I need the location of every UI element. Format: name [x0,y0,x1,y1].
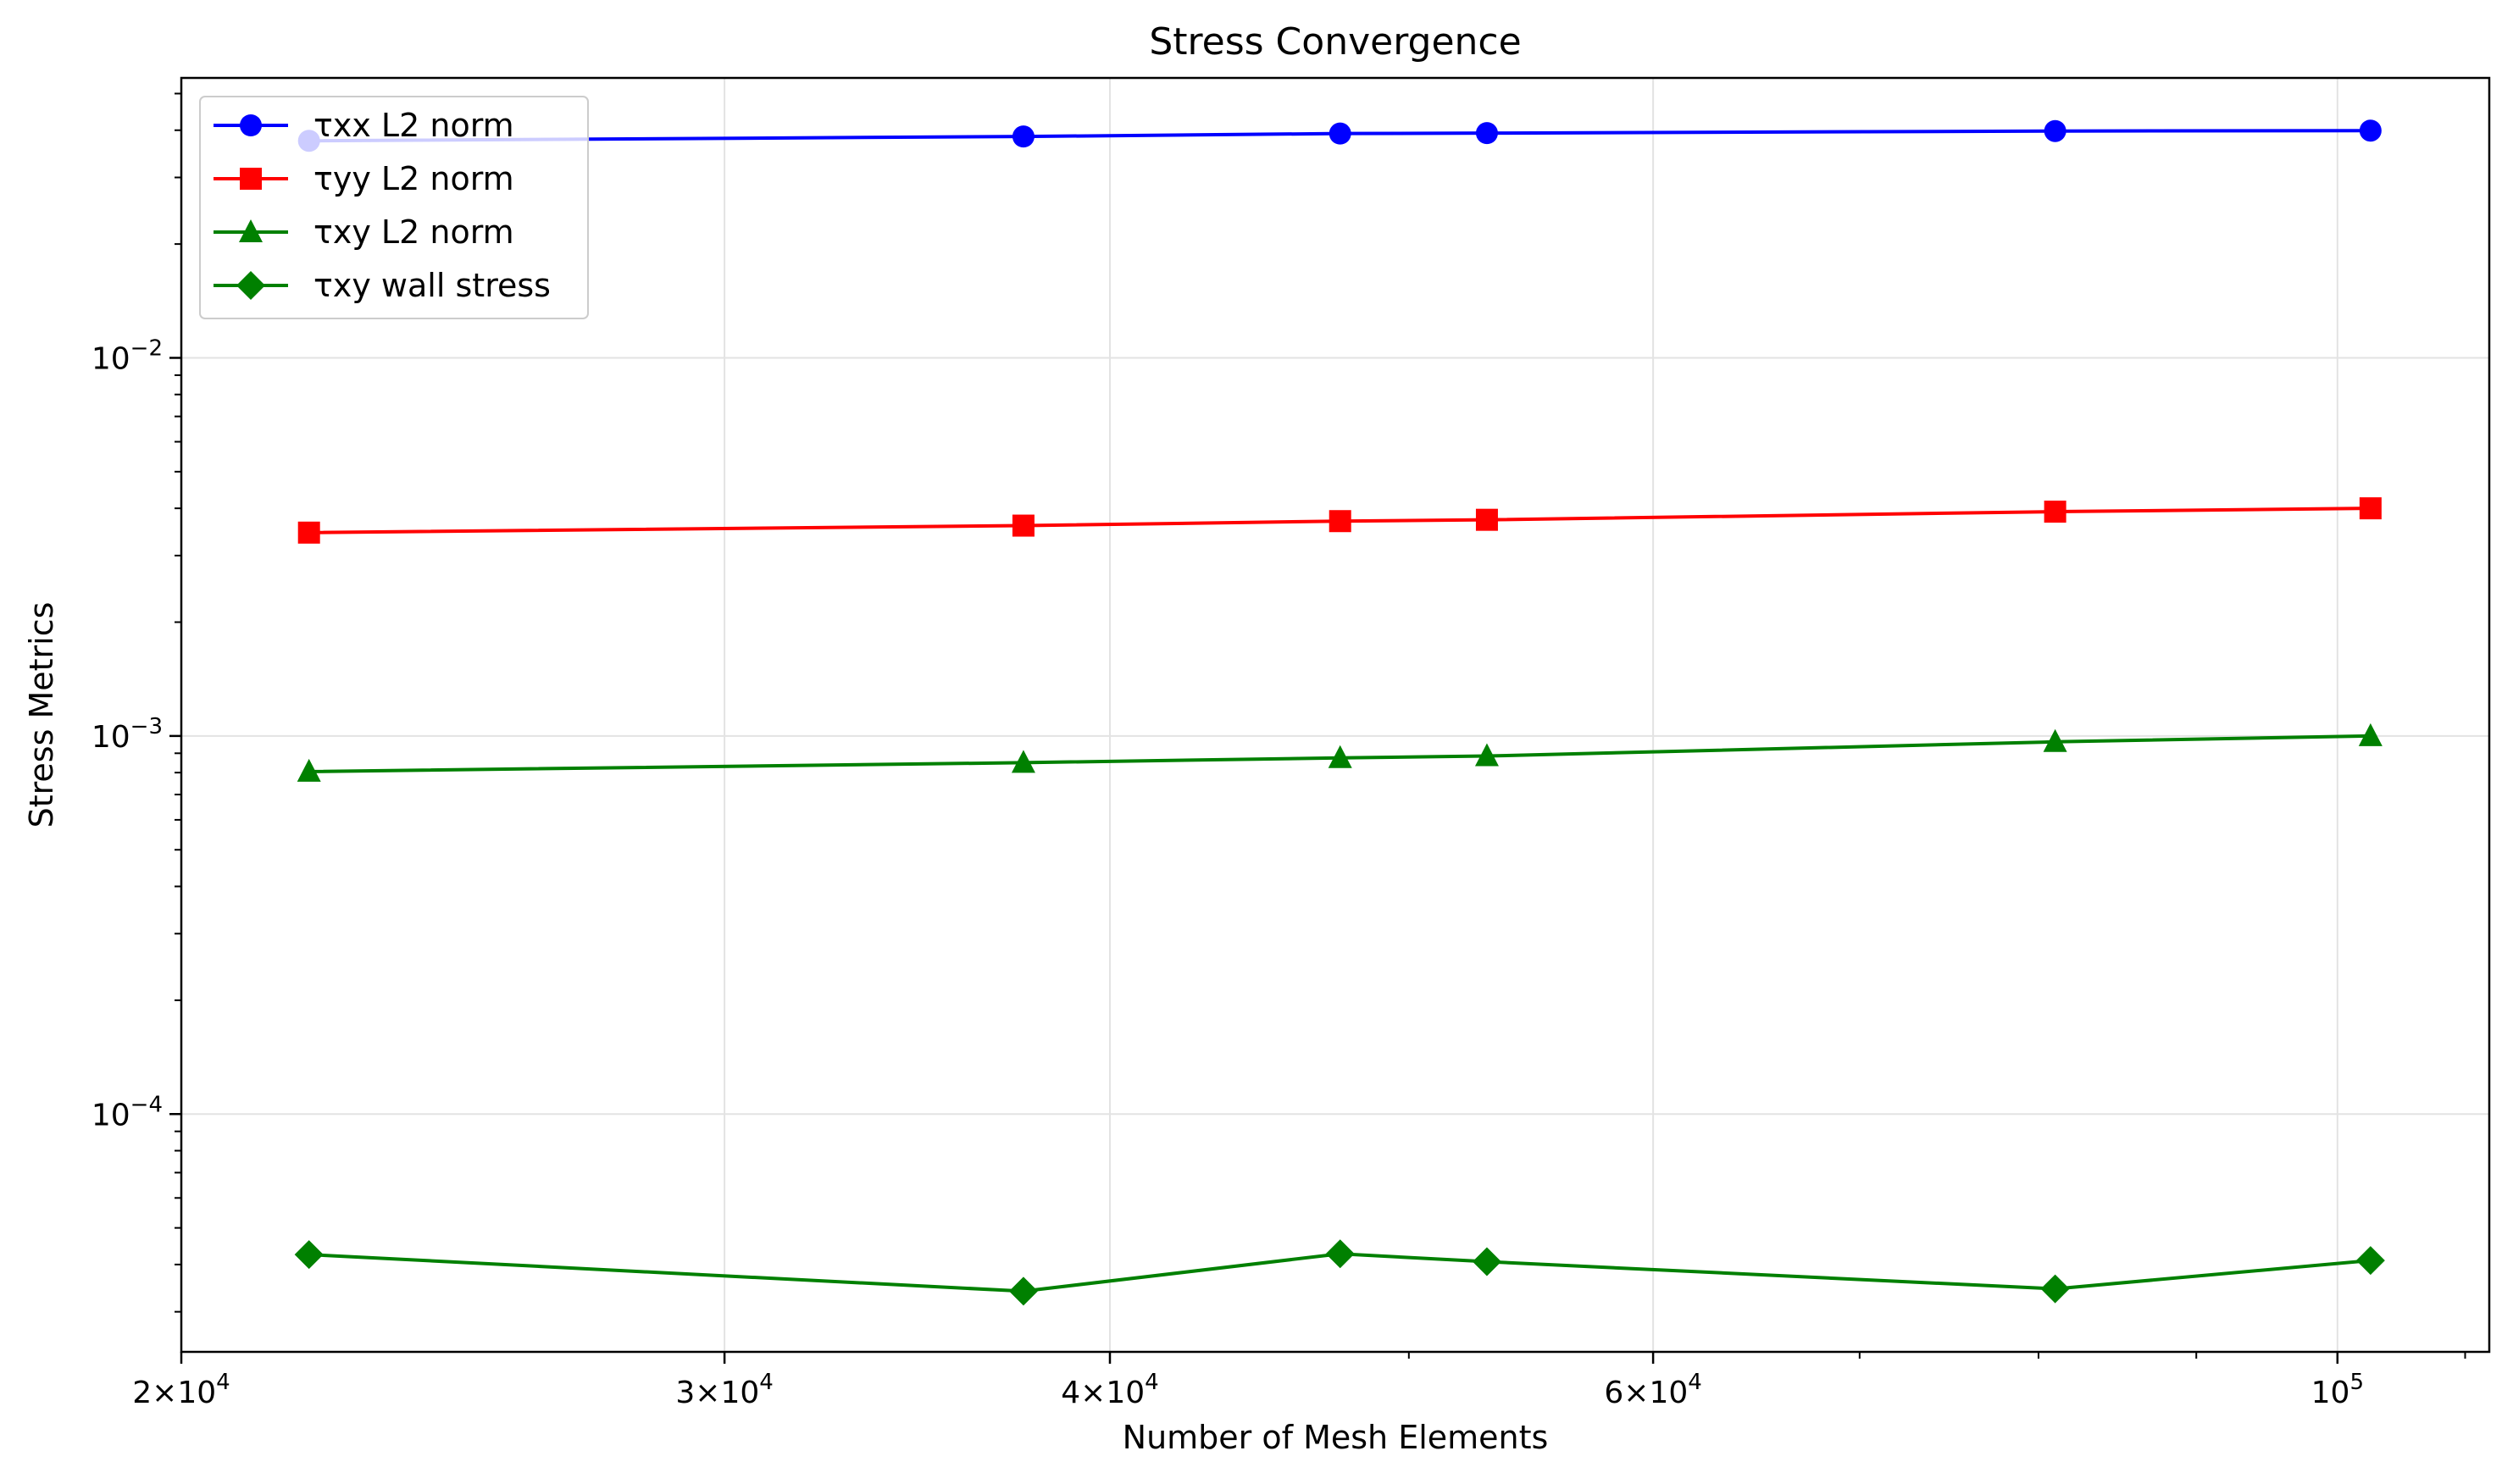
legend-marker [240,168,262,190]
series-line [308,734,2371,773]
data-series [294,119,2385,1306]
y-tick-label: 10−3 [92,714,163,755]
x-tick-label: 105 [2311,1370,2364,1410]
x-tick-label: 2×104 [132,1370,230,1410]
legend-entry: τyy L2 norm [214,160,514,197]
data-point [2359,119,2382,142]
legend-label: τxy L2 norm [313,213,514,251]
legend-entry: τxy L2 norm [214,213,514,251]
data-point [297,758,321,782]
legend-entry: τxy wall stress [214,267,551,304]
y-tick-label: 10−2 [92,335,163,376]
data-point [1474,743,1499,767]
legend-marker [236,271,265,300]
legend-label: τxx L2 norm [313,107,514,144]
legend-marker [240,114,262,136]
x-tick-label: 6×104 [1604,1370,1701,1410]
series-3 [297,723,2383,782]
data-point [1325,1239,1355,1269]
x-axis-label: Number of Mesh Elements [1123,1419,1549,1456]
data-point [2040,1274,2070,1304]
data-point [2044,119,2066,142]
x-tick-label: 4×104 [1061,1370,1158,1410]
data-point [1011,750,1035,773]
data-point [1328,745,1352,768]
data-point [2043,728,2067,752]
series-line [308,1252,2372,1293]
legend-entry: τxx L2 norm [214,107,514,144]
data-point [2359,497,2382,520]
series-line [308,129,2371,143]
plot-frame [180,76,2491,1354]
series-1 [297,119,2382,152]
data-point [1008,1276,1038,1306]
series-2 [297,497,2382,544]
data-point [2358,723,2383,746]
axis-ticks: 10−2 10−3 10−4 2×104 3×104 4×104 6×104 105 [92,92,2466,1410]
y-axis-label: Stress Metrics [23,602,60,828]
data-point [1329,122,1351,145]
legend: τxx L2 norm τyy L2 norm τxy L2 norm τxy wal… [199,96,589,319]
data-point [2044,501,2066,523]
series-line [308,507,2371,534]
legend-box [199,96,589,319]
data-point [1012,125,1035,148]
legend-marker [239,219,263,242]
legend-label: τyy L2 norm [313,160,514,197]
chart-title: Stress Convergence [1149,20,1521,64]
legend-label: τxy wall stress [313,267,551,304]
data-point [1329,510,1351,533]
data-point [1012,514,1035,537]
data-point [1475,508,1498,531]
data-point [1475,122,1498,145]
y-tick-label: 10−4 [92,1092,163,1132]
data-point [294,1240,324,1270]
series-4 [294,1239,2385,1306]
grid-lines [181,78,2489,1352]
data-point [1472,1247,1501,1276]
x-tick-label: 3×104 [675,1370,773,1410]
data-point [297,521,320,544]
data-point [2355,1246,2385,1276]
